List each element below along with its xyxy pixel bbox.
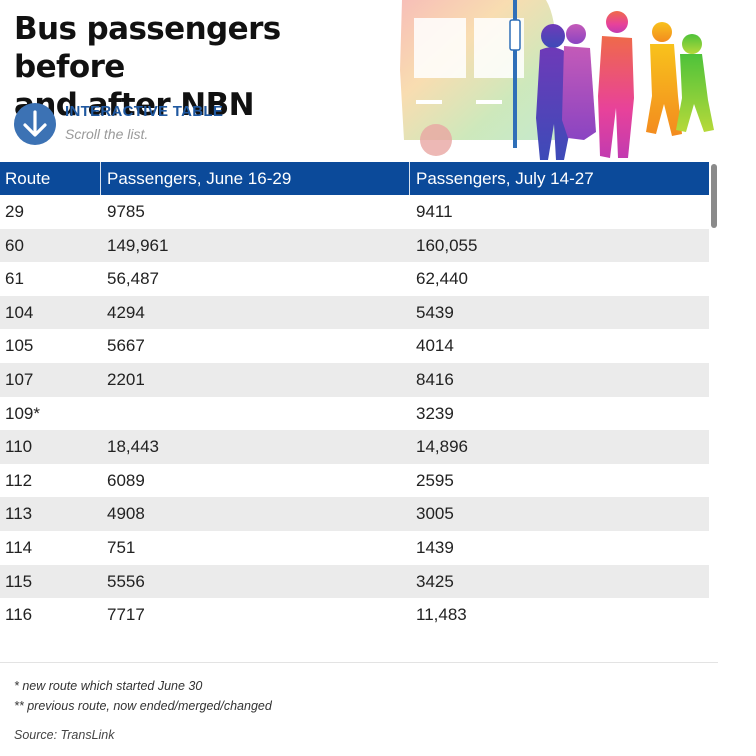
cell-route: 109* (5, 403, 40, 423)
cell-route: 112 (5, 470, 33, 490)
table-row: 110 18,443 14,896 (0, 430, 709, 464)
cell-june-passengers: 5556 (107, 571, 145, 591)
table-row: 109* 3239 (0, 397, 709, 431)
cell-june-passengers: 18,443 (107, 437, 159, 457)
header: Bus passengers before and after NBN INTE… (0, 0, 756, 162)
cell-route: 61 (5, 269, 24, 289)
cell-july-passengers: 3005 (416, 504, 454, 524)
cell-june-passengers: 5667 (107, 336, 145, 356)
scroll-down-button[interactable] (14, 103, 56, 145)
column-header-july[interactable]: Passengers, July 14-27 (416, 169, 594, 188)
cell-july-passengers: 9411 (416, 202, 453, 221)
cell-route: 114 (5, 537, 33, 557)
cell-june-passengers: 4908 (107, 504, 145, 524)
cell-july-passengers: 8416 (416, 369, 454, 389)
footnote-new-route: * new route which started June 30 (14, 679, 203, 693)
column-divider (409, 162, 410, 195)
table-row: 105 5667 4014 (0, 329, 709, 363)
cell-route: 60 (5, 235, 24, 255)
cell-june-passengers: 56,487 (107, 269, 159, 289)
cell-july-passengers: 4014 (416, 336, 454, 356)
column-header-june[interactable]: Passengers, June 16-29 (107, 169, 292, 188)
cell-route: 104 (5, 302, 34, 322)
cell-july-passengers: 11,483 (416, 605, 467, 625)
cell-june-passengers: 149,961 (107, 235, 169, 255)
page-title: Bus passengers before and after NBN (14, 10, 394, 124)
cell-route: 110 (5, 437, 33, 457)
table-row: 112 6089 2595 (0, 464, 709, 498)
title-line-1: Bus passengers before (14, 11, 281, 85)
passenger-table[interactable]: Route Passengers, June 16-29 Passengers,… (0, 162, 718, 636)
cell-route: 29 (5, 202, 24, 221)
cell-july-passengers: 160,055 (416, 235, 478, 255)
column-divider (100, 162, 101, 195)
cell-route: 107 (5, 369, 34, 389)
cell-july-passengers: 2595 (416, 470, 454, 490)
table-header: Route Passengers, June 16-29 Passengers,… (0, 162, 709, 195)
cell-june-passengers: 4294 (107, 302, 145, 322)
footnote-previous-route: ** previous route, now ended/merged/chan… (14, 699, 272, 713)
table-row: 60 149,961 160,055 (0, 228, 709, 263)
interactive-table-label: INTERACTIVE TABLE (65, 103, 224, 120)
cell-route: 115 (5, 571, 33, 591)
table-body: 29 9785 9411 60 149,961 160,055 61 56,487 62,440… (0, 195, 709, 632)
cell-july-passengers: 5439 (416, 302, 454, 322)
cell-june-passengers: 2201 (107, 369, 145, 389)
bus-and-passengers-illustration (396, 0, 726, 162)
table-row: 113 4908 3005 (0, 497, 709, 531)
cell-route: 105 (5, 336, 34, 356)
table-row: 115 5556 3425 (0, 564, 709, 599)
cell-july-passengers: 14,896 (416, 437, 468, 457)
cell-route: 116 (5, 605, 33, 625)
table-row: 114 751 1439 (0, 531, 709, 565)
column-header-route[interactable]: Route (5, 169, 51, 188)
cell-july-passengers: 3239 (416, 403, 454, 423)
table-row: 29 9785 9411 (0, 195, 709, 229)
scroll-hint: Scroll the list. (65, 126, 149, 142)
cell-june-passengers: 9785 (107, 202, 145, 221)
cell-june-passengers: 6089 (107, 470, 145, 490)
table-scrollbar[interactable] (709, 162, 718, 636)
cell-june-passengers: 751 (107, 537, 136, 557)
cell-june-passengers: 7717 (107, 605, 145, 625)
scrollbar-thumb[interactable] (711, 164, 717, 228)
footer-divider (0, 662, 718, 663)
arrow-down-icon (23, 110, 47, 137)
table-row: 116 7717 11,483 (0, 598, 709, 632)
table-row: 61 56,487 62,440 (0, 262, 709, 296)
table-row: 104 4294 5439 (0, 295, 709, 330)
cell-route: 113 (5, 504, 33, 524)
interactive-table-hint: INTERACTIVE TABLE Scroll the list. (14, 102, 294, 146)
table-row: 107 2201 8416 (0, 362, 709, 397)
cell-july-passengers: 3425 (416, 571, 454, 591)
source-credit: Source: TransLink (14, 728, 115, 742)
cell-july-passengers: 1439 (416, 537, 454, 557)
cell-july-passengers: 62,440 (416, 269, 468, 289)
